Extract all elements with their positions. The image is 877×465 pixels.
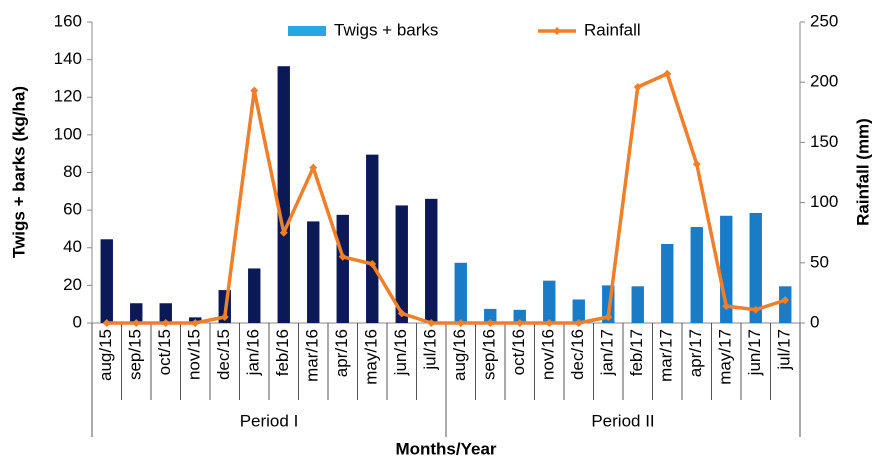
line-marker [220, 312, 229, 321]
x-tick-label: oct/15 [155, 329, 174, 375]
bar [513, 309, 526, 323]
bar [543, 280, 556, 323]
group-label: Period I [240, 411, 299, 430]
x-tick-label: jun/17 [745, 329, 764, 376]
x-tick-label: nov/15 [185, 329, 204, 380]
x-tick-label: feb/17 [627, 329, 646, 376]
bar [395, 205, 408, 323]
y-tick-label: 20 [63, 275, 82, 294]
line-marker [751, 305, 760, 314]
x-tick-label: nov/16 [539, 329, 558, 380]
bar [454, 262, 467, 323]
x-tick-label: dec/16 [568, 329, 587, 380]
line-marker [663, 69, 672, 78]
legend-swatch [553, 27, 561, 35]
bar [307, 221, 320, 323]
y2-tick-label: 150 [810, 132, 838, 151]
line-marker [486, 319, 495, 327]
line-marker [397, 309, 406, 318]
bar [100, 239, 113, 323]
y-axis-title: Twigs + barks (kg/ha) [9, 86, 28, 258]
bar [130, 303, 143, 323]
y-tick-label: 0 [73, 312, 82, 331]
line-marker [722, 302, 731, 311]
line-marker [132, 319, 141, 327]
y-tick-label: 140 [54, 49, 82, 68]
line-marker [604, 312, 613, 321]
line-marker [191, 319, 200, 327]
x-axis-title: Months/Year [395, 439, 496, 458]
bar [248, 268, 261, 323]
y2-tick-label: 50 [810, 252, 829, 271]
line-marker [161, 319, 170, 327]
x-tick-label: jun/16 [391, 329, 410, 376]
line-marker [309, 163, 318, 172]
legend-swatch [288, 26, 326, 36]
x-tick-label: dec/15 [214, 329, 233, 380]
bar [277, 66, 290, 323]
x-tick-label: mar/16 [303, 329, 322, 382]
line-marker [456, 319, 465, 327]
x-tick-label: apr/16 [332, 329, 351, 377]
bar [366, 154, 379, 323]
x-tick-label: may/17 [716, 329, 735, 385]
x-tick-label: sep/15 [126, 329, 145, 380]
bar [779, 286, 792, 323]
x-tick-label: jan/16 [244, 329, 263, 376]
x-tick-label: jan/17 [598, 329, 617, 376]
line-marker [250, 86, 259, 95]
y-tick-label: 120 [54, 87, 82, 106]
line-marker [427, 319, 436, 327]
line-marker [545, 319, 554, 327]
bar [159, 303, 172, 323]
x-tick-label: aug/15 [96, 329, 115, 381]
line-marker [368, 260, 377, 269]
bar [336, 214, 349, 323]
x-tick-label: sep/16 [480, 329, 499, 380]
x-tick-label: aug/16 [450, 329, 469, 381]
line-marker [515, 319, 524, 327]
line [106, 72, 786, 325]
bar [484, 308, 497, 323]
y-tick-label: 100 [54, 124, 82, 143]
x-tick-label: feb/16 [273, 329, 292, 376]
y2-tick-label: 100 [810, 192, 838, 211]
x-tick-label: jul/16 [421, 329, 440, 371]
bar [572, 299, 585, 323]
line-marker [279, 228, 288, 237]
group-label: Period II [591, 411, 654, 430]
line-marker [102, 319, 111, 327]
line-marker [781, 296, 790, 305]
x-tick-label: may/16 [362, 329, 381, 385]
bar [661, 243, 674, 323]
y2-tick-label: 0 [810, 312, 819, 331]
line-marker [338, 252, 347, 261]
y2-tick-label: 200 [810, 72, 838, 91]
bar [749, 212, 762, 323]
bar [690, 227, 703, 323]
bar [425, 198, 438, 323]
y-tick-label: 80 [63, 162, 82, 181]
line-marker [692, 160, 701, 169]
legend-label: Twigs + barks [334, 20, 438, 39]
x-tick-label: oct/16 [509, 329, 528, 375]
bar [631, 286, 644, 323]
y-tick-label: 60 [63, 200, 82, 219]
y2-tick-label: 250 [810, 11, 838, 30]
line-marker [574, 319, 583, 327]
line-marker [633, 83, 642, 92]
legend-label: Rainfall [584, 20, 641, 39]
y2-axis-title: Rainfall (mm) [853, 118, 872, 226]
x-tick-label: jul/17 [775, 329, 794, 371]
x-tick-label: mar/17 [657, 329, 676, 382]
y-tick-label: 40 [63, 237, 82, 256]
y-tick-label: 160 [54, 11, 82, 30]
x-tick-label: apr/17 [686, 329, 705, 377]
